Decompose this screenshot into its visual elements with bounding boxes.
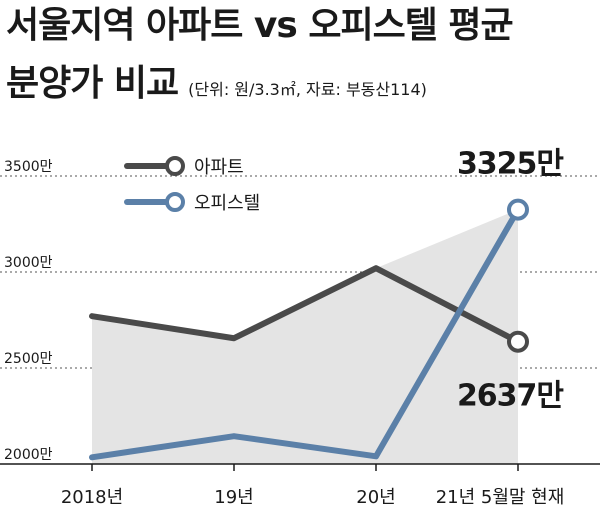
title-line-1: 서울지역 아파트 vs 오피스텔 평균 (6, 5, 514, 46)
y-tick-label: 3500만 (4, 159, 53, 175)
legend-swatch-marker (165, 156, 185, 176)
end-point-officetel (507, 198, 529, 221)
legend-label: 아파트 (194, 157, 244, 178)
shaded-area (92, 209, 518, 464)
legend-swatch-marker (165, 192, 185, 212)
x-tick-label: 19년 (214, 487, 253, 508)
data-label: 3325만 (457, 147, 564, 182)
x-tick-label: 2018년 (61, 487, 123, 508)
title-line-2: 분양가 비교 (6, 63, 179, 104)
end-point-apartment (507, 330, 529, 353)
legend-label: 오피스텔 (194, 193, 260, 214)
series-line-apartment (89, 265, 521, 345)
series-line-officetel (89, 206, 521, 461)
page-title: 서울지역 아파트 vs 오피스텔 평균 (6, 5, 514, 46)
x-tick-label: 20년 (356, 487, 395, 508)
chart-subtitle: (단위: 원/3.3㎡, 자료: 부동산114) (188, 80, 427, 99)
page-title-line-2: 분양가 비교 (단위: 원/3.3㎡, 자료: 부동산114) (6, 66, 427, 102)
x-tick-label: 21년 5월말 현재 (436, 487, 565, 508)
data-label: 2637만 (457, 379, 564, 414)
y-tick-label: 3000만 (4, 255, 53, 271)
y-tick-label: 2000만 (4, 447, 53, 463)
y-tick-label: 2500만 (4, 351, 53, 367)
